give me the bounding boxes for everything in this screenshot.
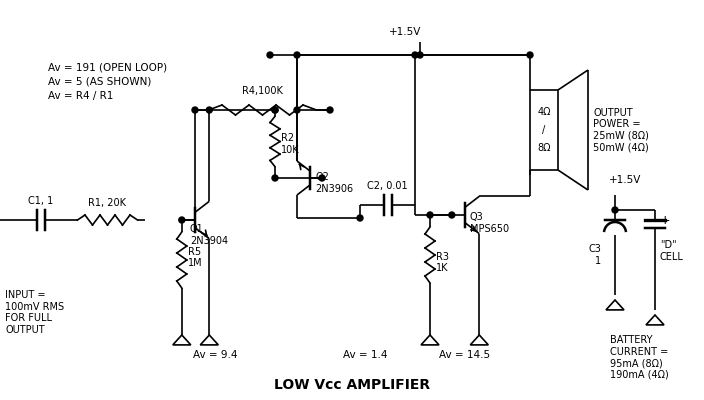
Text: R2
10K: R2 10K [281,133,300,155]
Text: /: / [542,125,546,135]
Text: Av = 9.4: Av = 9.4 [193,350,237,360]
Circle shape [192,107,198,113]
Circle shape [417,52,423,58]
Text: LOW Vcc AMPLIFIER: LOW Vcc AMPLIFIER [274,378,430,392]
Circle shape [294,107,300,113]
Text: Q3
MPS650: Q3 MPS650 [470,212,509,234]
Circle shape [527,52,533,58]
Text: R3
1K: R3 1K [436,252,449,273]
Circle shape [272,107,278,113]
Circle shape [294,52,300,58]
Circle shape [179,217,184,223]
Text: OUTPUT
POWER =
25mW (8Ω)
50mW (4Ω): OUTPUT POWER = 25mW (8Ω) 50mW (4Ω) [593,108,649,152]
Text: Q2
2N3906: Q2 2N3906 [315,172,353,194]
Circle shape [427,212,433,218]
Text: Av = 191 (OPEN LOOP): Av = 191 (OPEN LOOP) [48,63,167,73]
Text: +1.5V: +1.5V [609,175,641,185]
Text: +: + [660,214,671,226]
Text: R5
1M: R5 1M [188,247,203,268]
Text: BATTERY
CURRENT =
95mA (8Ω)
190mA (4Ω): BATTERY CURRENT = 95mA (8Ω) 190mA (4Ω) [610,335,669,380]
Circle shape [272,107,278,113]
Text: C1, 1: C1, 1 [28,196,54,206]
Circle shape [206,107,213,113]
Text: INPUT =
100mV RMS
FOR FULL
OUTPUT: INPUT = 100mV RMS FOR FULL OUTPUT [5,290,64,335]
Text: CELL: CELL [660,252,684,262]
Circle shape [327,107,333,113]
Circle shape [449,212,455,218]
Text: "D": "D" [660,240,677,250]
Text: Av = 14.5: Av = 14.5 [439,350,491,360]
Circle shape [319,175,325,181]
Text: C3
1: C3 1 [588,244,601,266]
Circle shape [267,52,273,58]
Circle shape [272,175,278,181]
Circle shape [612,207,618,213]
Bar [530,90,558,170]
Circle shape [357,215,363,221]
Text: Av = 1.4: Av = 1.4 [343,350,387,360]
Text: 4Ω: 4Ω [537,107,551,117]
Text: R4,100K: R4,100K [242,86,283,96]
Text: Av = R4 / R1: Av = R4 / R1 [48,91,113,101]
Text: 8Ω: 8Ω [537,143,551,153]
Circle shape [412,52,418,58]
Text: C2, 0.01: C2, 0.01 [367,181,408,191]
Text: Q1
2N3904: Q1 2N3904 [190,224,228,246]
Text: Av = 5 (AS SHOWN): Av = 5 (AS SHOWN) [48,77,151,87]
Text: +1.5V: +1.5V [389,27,421,37]
Text: R1, 20K: R1, 20K [89,198,127,208]
